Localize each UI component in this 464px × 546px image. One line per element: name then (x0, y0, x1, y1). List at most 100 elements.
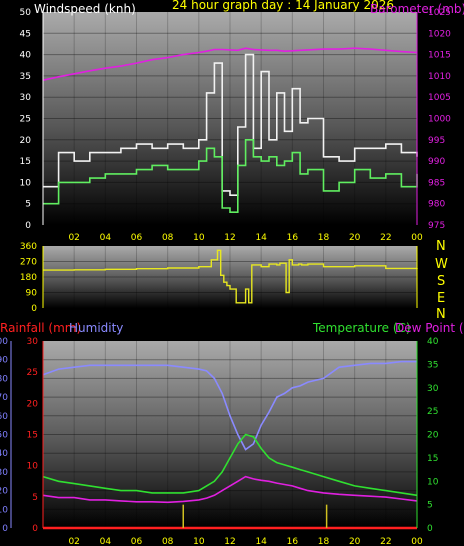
x-tick-label: 20 (349, 233, 361, 243)
barometer-axis-title: Barometer (mb) (370, 2, 464, 16)
panel3-series (42, 360, 418, 530)
wind-tick-label: 25 (20, 115, 31, 125)
panel2-background (43, 246, 417, 308)
humidity-tick-label: 30 (0, 468, 8, 478)
rain-tick-label: 15 (27, 431, 38, 441)
x-tick-label: 14 (255, 537, 267, 546)
x-tick-label: 10 (193, 537, 205, 546)
x-tick-label: 14 (255, 233, 267, 243)
panel3-background (43, 341, 417, 528)
rain-tick-label: 10 (27, 462, 39, 472)
baro-tick-label: 1015 (428, 51, 451, 61)
humidity-tick-label: 10 (0, 505, 8, 515)
rain-tick-label: 5 (32, 493, 38, 503)
x-tick-label: 12 (224, 233, 235, 243)
temp-tick-label: 30 (427, 384, 439, 394)
x-tick-label: 22 (380, 537, 391, 546)
x-tick-label: 20 (349, 537, 361, 546)
x-tick-label: 22 (380, 233, 391, 243)
temp-tick-label: 40 (427, 337, 439, 347)
wind-tick-label: 50 (20, 8, 32, 18)
baro-tick-label: 1010 (428, 72, 451, 82)
direction-tick-label: 180 (20, 273, 37, 283)
temp-tick-label: 20 (427, 431, 439, 441)
baro-tick-label: 1020 (428, 29, 451, 39)
panel2-series (43, 249, 418, 304)
x-tick-label: 02 (68, 233, 79, 243)
wind-tick-label: 0 (25, 221, 31, 231)
compass-w: W (435, 257, 448, 272)
x-tick-label: 02 (68, 537, 79, 546)
humidity-tick-label: 50 (0, 431, 8, 441)
gust-line (43, 139, 418, 213)
direction-tick-label: 90 (26, 289, 38, 299)
rain-tick-label: 30 (27, 337, 39, 347)
humidity-tick-label: 70 (0, 393, 8, 403)
panel1-axes: 0510152025303540455097598098599099510001… (20, 8, 452, 243)
humidity-tick-label: 20 (0, 487, 8, 497)
humidity-tick-label: 40 (0, 449, 8, 459)
x-tick-label: 18 (318, 537, 330, 546)
wind-tick-label: 35 (20, 72, 31, 82)
x-tick-label: 12 (224, 537, 235, 546)
temp-tick-label: 10 (427, 477, 439, 487)
humidity-tick-label: 80 (0, 374, 8, 384)
rain-tick-label: 25 (27, 368, 38, 378)
humidity-tick-label: 90 (0, 356, 8, 366)
wind-tick-label: 10 (20, 178, 32, 188)
rainfall-axis-title: Rainfall (mm) (0, 321, 81, 335)
panel2-axes: 0 90 180 270 360 (20, 242, 418, 314)
dewpoint-axis-title: Dew Point (C) (395, 321, 464, 335)
x-tick-label: 06 (131, 537, 143, 546)
x-tick-label: 04 (100, 233, 112, 243)
x-tick-label: 16 (287, 537, 299, 546)
dewpoint-line (42, 475, 418, 504)
compass-labels: N W S E N (435, 239, 448, 322)
baro-tick-label: 1000 (428, 115, 451, 125)
x-tick-label: 08 (162, 537, 174, 546)
humidity-line (42, 360, 417, 451)
humidity-tick-label: 100 (0, 337, 8, 347)
x-tick-label: 18 (318, 233, 330, 243)
baro-tick-label: 990 (428, 157, 445, 167)
barometer-line (42, 47, 418, 81)
chart-title: 24 hour graph day : 14 January 2026 (172, 0, 394, 12)
temp-tick-label: 25 (427, 407, 438, 417)
humidity-tick-label: 0 (2, 524, 8, 534)
wind-tick-label: 30 (20, 93, 32, 103)
x-tick-label: 16 (287, 233, 299, 243)
windspeed-line (43, 53, 418, 196)
panel3-axes: 0102030405060708090100051015202530051015… (0, 337, 439, 546)
direction-tick-label: 0 (31, 304, 37, 314)
temperature-axis-title: Temperature (C) (312, 321, 411, 335)
rain-tick-label: 0 (32, 524, 38, 534)
direction-tick-label: 270 (20, 258, 37, 268)
baro-tick-label: 985 (428, 178, 445, 188)
x-tick-label: 06 (131, 233, 143, 243)
rain-tick-label: 20 (27, 399, 39, 409)
x-tick-label: 00 (411, 537, 423, 546)
direction-tick-label: 360 (20, 242, 37, 252)
windspeed-axis-title: Windspeed (knh) (34, 2, 136, 16)
panel1-series (42, 47, 418, 213)
compass-e: E (437, 291, 445, 306)
baro-tick-label: 995 (428, 136, 445, 146)
direction-line (43, 249, 418, 304)
compass-n-bottom: N (436, 307, 446, 322)
baro-tick-label: 1005 (428, 93, 451, 103)
humidity-tick-label: 60 (0, 412, 8, 422)
temperature-line (42, 433, 418, 497)
x-tick-label: 00 (411, 233, 423, 243)
wind-tick-label: 5 (25, 200, 31, 210)
wind-tick-label: 15 (20, 157, 31, 167)
x-tick-label: 10 (193, 233, 205, 243)
x-tick-label: 08 (162, 233, 174, 243)
baro-tick-label: 975 (428, 221, 445, 231)
compass-s: S (437, 274, 445, 289)
temp-tick-label: 35 (427, 360, 438, 370)
compass-n-top: N (436, 239, 446, 254)
baro-tick-label: 980 (428, 200, 445, 210)
x-tick-label: 04 (100, 537, 112, 546)
temp-tick-label: 0 (427, 524, 433, 534)
